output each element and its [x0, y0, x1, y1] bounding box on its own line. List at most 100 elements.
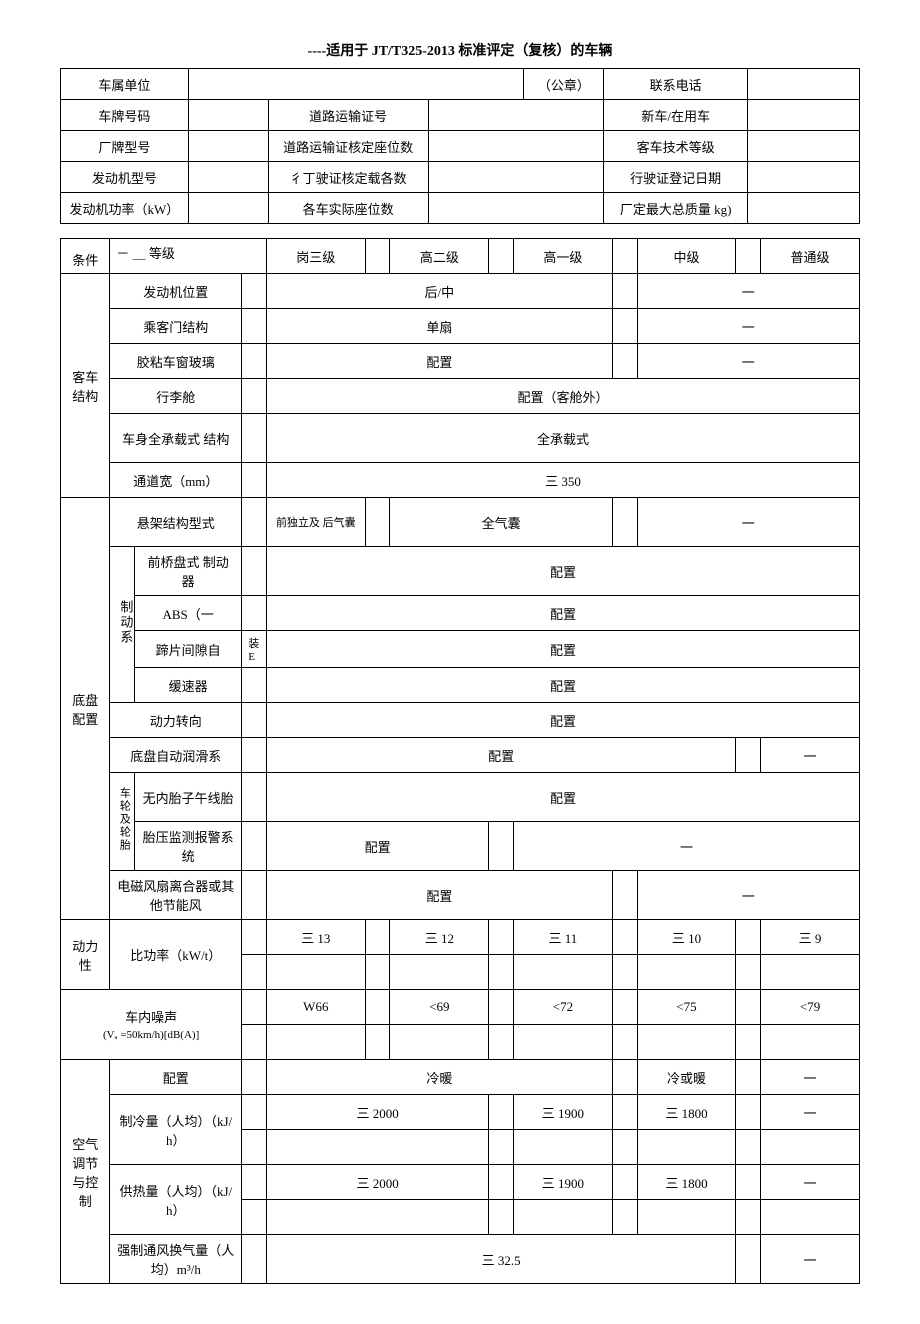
cell [188, 131, 268, 162]
cell: 一 [637, 344, 859, 379]
sep [242, 822, 267, 871]
sep [736, 239, 761, 274]
sep [489, 239, 514, 274]
info-table: 车属单位 （公章） 联系电话 车牌号码 道路运输证号 新车/在用车 厂牌型号 道… [60, 68, 860, 224]
cell [188, 162, 268, 193]
label: 乘客门结构 [110, 309, 242, 344]
label: 各车实际座位数 [268, 193, 428, 224]
cell: 配置（客舱外） [266, 379, 859, 414]
cell [761, 1200, 860, 1235]
sep [242, 738, 267, 773]
sep [242, 596, 267, 631]
sep [736, 1165, 761, 1200]
cell: <75 [637, 990, 736, 1025]
cell: 一 [637, 871, 859, 920]
sep [612, 871, 637, 920]
sep [365, 920, 390, 955]
cell: 配置 [266, 668, 859, 703]
cell [188, 69, 524, 100]
cell: 三 13 [266, 920, 365, 955]
cell: <79 [761, 990, 860, 1025]
cell: 冷暖 [266, 1060, 612, 1095]
sep [612, 309, 637, 344]
cell [428, 100, 604, 131]
sep [242, 547, 267, 596]
sep [489, 1025, 514, 1060]
sep [489, 990, 514, 1025]
sep [489, 1095, 514, 1130]
sep [612, 1200, 637, 1235]
sep [242, 1095, 267, 1130]
sep [242, 274, 267, 309]
label: 车牌号码 [61, 100, 189, 131]
sep [242, 344, 267, 379]
sep [612, 1025, 637, 1060]
sep [242, 773, 267, 822]
hdr-cond: 条件 [61, 239, 110, 274]
hdr-grade: － ＿ 等级 [110, 239, 266, 274]
cell [748, 69, 860, 100]
label: 车属单位 [61, 69, 189, 100]
label: 客车技术等级 [604, 131, 748, 162]
cell: 三 2000 [266, 1095, 488, 1130]
sep [736, 738, 761, 773]
label: 缓速器 [135, 668, 242, 703]
cell: 三 1900 [513, 1095, 612, 1130]
cell [266, 1025, 365, 1060]
cell: 三 32.5 [266, 1235, 735, 1284]
cell: 三 1800 [637, 1165, 736, 1200]
label: 行驶证登记日期 [604, 162, 748, 193]
sep [365, 1025, 390, 1060]
sep [365, 498, 390, 547]
cell: 配置 [266, 822, 488, 871]
cell: 配置 [266, 547, 859, 596]
sep [612, 239, 637, 274]
cell: 配置 [266, 871, 612, 920]
cell [748, 131, 860, 162]
cell: 一 [761, 738, 860, 773]
sep [242, 703, 267, 738]
label: 行李舱 [110, 379, 242, 414]
label: 通道宽（mm） [110, 463, 242, 498]
cell: 配置 [266, 703, 859, 738]
cell: 全气囊 [390, 498, 612, 547]
cell [428, 193, 604, 224]
sep [612, 990, 637, 1025]
sep [489, 955, 514, 990]
sep [242, 920, 267, 955]
sec4: 车内噪声 (Vₐ =50km/h)[dB(A)] [61, 990, 242, 1060]
label: 厂牌型号 [61, 131, 189, 162]
sec2: 底盘配置 [61, 498, 110, 920]
cell [188, 193, 268, 224]
sep [365, 990, 390, 1025]
sep [612, 1165, 637, 1200]
label: 比功率（kW/t） [110, 920, 242, 990]
cell: 三 11 [513, 920, 612, 955]
sep [612, 274, 637, 309]
cell [390, 1025, 489, 1060]
page-title: ----适用于 JT/T325-2013 标准评定（复核）的车辆 [60, 40, 860, 60]
sep [242, 414, 267, 463]
sep [612, 498, 637, 547]
sep [612, 955, 637, 990]
label: 胎压监测报警系 统 [135, 822, 242, 871]
label: 蹄片间隙自 [135, 631, 242, 668]
sep [612, 1095, 637, 1130]
cell: 配置 [266, 344, 612, 379]
label: 车身全承载式 结构 [110, 414, 242, 463]
sep [242, 1130, 267, 1165]
cell: 配置 [266, 631, 859, 668]
cell [266, 1200, 488, 1235]
sep [242, 498, 267, 547]
cell: 三 9 [761, 920, 860, 955]
cell [761, 1130, 860, 1165]
sec1: 客车结构 [61, 274, 110, 498]
sep [489, 920, 514, 955]
cell [637, 1025, 736, 1060]
sec5: 空气调节与控制 [61, 1060, 110, 1284]
cell [637, 955, 736, 990]
sep [242, 955, 267, 990]
sep [612, 1060, 637, 1095]
sep [736, 1130, 761, 1165]
cell: 前独立及 后气囊 [266, 498, 365, 547]
